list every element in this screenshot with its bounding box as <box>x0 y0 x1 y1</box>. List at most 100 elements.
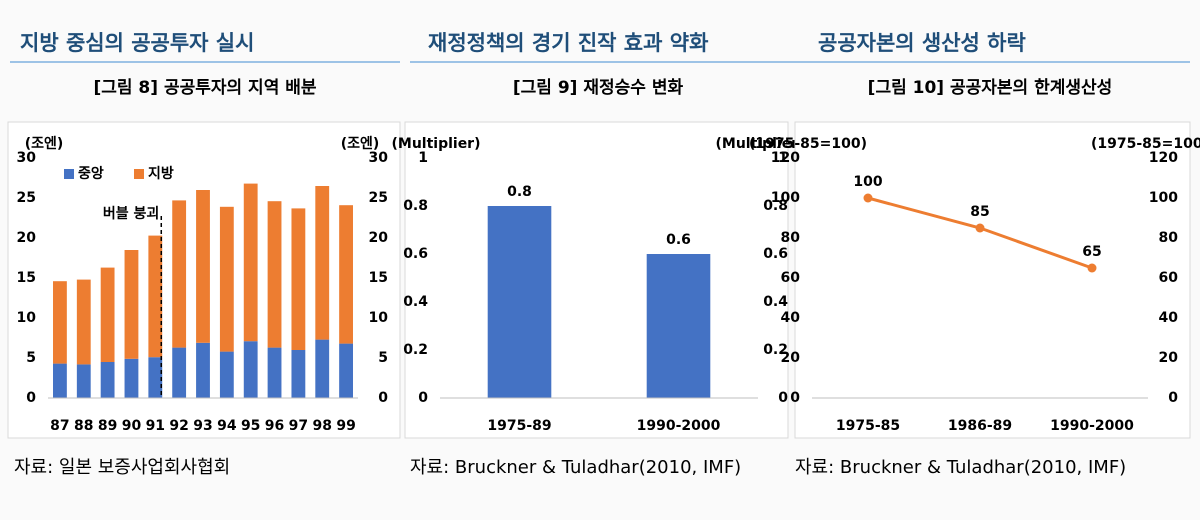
point <box>975 223 985 233</box>
y2-tick-label: 80 <box>1159 230 1179 246</box>
y-tick-label: 25 <box>17 190 36 206</box>
bar-segment <box>53 363 67 398</box>
bar-segment <box>219 351 234 398</box>
y-tick-label: 10 <box>17 310 37 326</box>
x-tick-label: 96 <box>265 418 284 434</box>
bar-segment <box>172 347 187 398</box>
bar-segment <box>243 341 258 398</box>
bar <box>487 206 552 398</box>
bar-segment <box>339 205 353 344</box>
y2-tick-label: 0.6 <box>763 246 788 262</box>
bar-segment <box>100 362 115 398</box>
bar-segment <box>196 190 210 343</box>
y2-tick-label: 25 <box>369 190 388 206</box>
x-tick-label: 93 <box>193 418 212 434</box>
y-tick-label: 0 <box>418 390 428 406</box>
annotation: 버블 붕괴 <box>103 205 159 222</box>
bar-segment <box>267 201 282 348</box>
x-tick-label: 91 <box>146 418 165 434</box>
y2-tick-label: 120 <box>1149 150 1178 166</box>
heading: 지방 중심의 공공투자 실시 <box>20 31 254 55</box>
x-tick-label: 98 <box>312 418 331 434</box>
y2-tick-label: 30 <box>369 150 389 166</box>
y2-tick-label: 15 <box>369 270 388 286</box>
y2-tick-label: 0.4 <box>763 294 788 310</box>
x-tick-label: 1986-89 <box>948 418 1012 434</box>
x-tick-label: 1975-85 <box>836 418 900 434</box>
bar-segment <box>196 342 210 398</box>
y2-tick-label: 60 <box>1159 270 1179 286</box>
y-tick-label: 15 <box>17 270 36 286</box>
x-tick-label: 94 <box>217 418 237 434</box>
y-tick-label: 20 <box>781 350 801 366</box>
bar <box>646 254 711 398</box>
y2-axis-label: (조엔) <box>341 135 380 152</box>
x-tick-label: 89 <box>98 418 117 434</box>
y-tick-label: 0.6 <box>403 246 428 262</box>
x-tick-label: 92 <box>169 418 188 434</box>
data-label: 0.6 <box>666 232 691 248</box>
y2-tick-label: 20 <box>369 230 389 246</box>
y2-tick-label: 5 <box>378 350 388 366</box>
legend-swatch <box>64 169 74 179</box>
x-tick-label: 1990-2000 <box>1050 418 1134 434</box>
source: 자료: 일본 보증사업회사협회 <box>14 457 230 478</box>
y-tick-label: 0 <box>790 390 800 406</box>
bar-segment <box>291 208 306 350</box>
y2-tick-label: 0 <box>1168 390 1178 406</box>
bar-segment <box>243 183 258 342</box>
y2-tick-label: 100 <box>1149 190 1178 206</box>
y2-tick-label: 0.2 <box>763 342 788 358</box>
y-axis-label: (1975-85=100) <box>749 136 867 152</box>
y-axis-label: (조엔) <box>25 135 64 152</box>
y2-axis-label: (Multiplier) <box>715 136 804 152</box>
x-tick-label: 97 <box>289 418 308 434</box>
bar-segment <box>172 200 187 348</box>
data-label: 100 <box>853 174 882 190</box>
data-label: 85 <box>970 204 989 220</box>
data-label: 0.8 <box>507 184 532 200</box>
panel <box>404 121 789 439</box>
y-tick-label: 0.4 <box>403 294 428 310</box>
point <box>863 193 873 203</box>
source: 자료: Bruckner & Tuladhar(2010, IMF) <box>795 457 1126 478</box>
bar-segment <box>124 250 139 359</box>
bar-segment <box>291 350 306 398</box>
bar-segment <box>148 357 163 398</box>
y2-tick-label: 0 <box>778 390 788 406</box>
y-tick-label: 60 <box>781 270 801 286</box>
x-tick-label: 87 <box>50 418 69 434</box>
y-axis-label: (Multiplier) <box>391 136 480 152</box>
y-tick-label: 100 <box>771 190 800 206</box>
y2-tick-label: 1 <box>778 150 788 166</box>
bar-segment <box>100 267 115 362</box>
y-tick-label: 0.2 <box>403 342 428 358</box>
bar-segment <box>267 347 282 398</box>
heading: 재정정책의 경기 진작 효과 약화 <box>428 31 709 55</box>
chart-title: [그림 10] 공공자본의 한계생산성 <box>868 78 1113 98</box>
x-tick-label: 90 <box>122 418 142 434</box>
legend-swatch <box>134 169 144 179</box>
chart-title: [그림 8] 공공투자의 지역 배분 <box>93 78 316 98</box>
chart-title: [그림 9] 재정승수 변화 <box>513 78 684 98</box>
legend-label: 중앙 <box>78 165 104 182</box>
y-tick-label: 5 <box>26 350 36 366</box>
bar-segment <box>76 364 91 398</box>
x-tick-label: 1975-89 <box>487 418 551 434</box>
data-label: 65 <box>1082 244 1101 260</box>
bar-segment <box>148 235 163 358</box>
point <box>1087 263 1097 273</box>
legend-label: 지방 <box>148 165 174 182</box>
panel <box>794 121 1191 439</box>
x-tick-label: 95 <box>241 418 260 434</box>
bar-segment <box>53 281 67 364</box>
x-tick-label: 99 <box>336 418 355 434</box>
source: 자료: Bruckner & Tuladhar(2010, IMF) <box>410 457 741 478</box>
y2-tick-label: 10 <box>369 310 389 326</box>
y2-axis-label: (1975-85=100) <box>1091 136 1200 152</box>
y2-tick-label: 0 <box>378 390 388 406</box>
y2-tick-label: 20 <box>1159 350 1179 366</box>
bar-segment <box>76 279 91 365</box>
y-tick-label: 1 <box>418 150 428 166</box>
